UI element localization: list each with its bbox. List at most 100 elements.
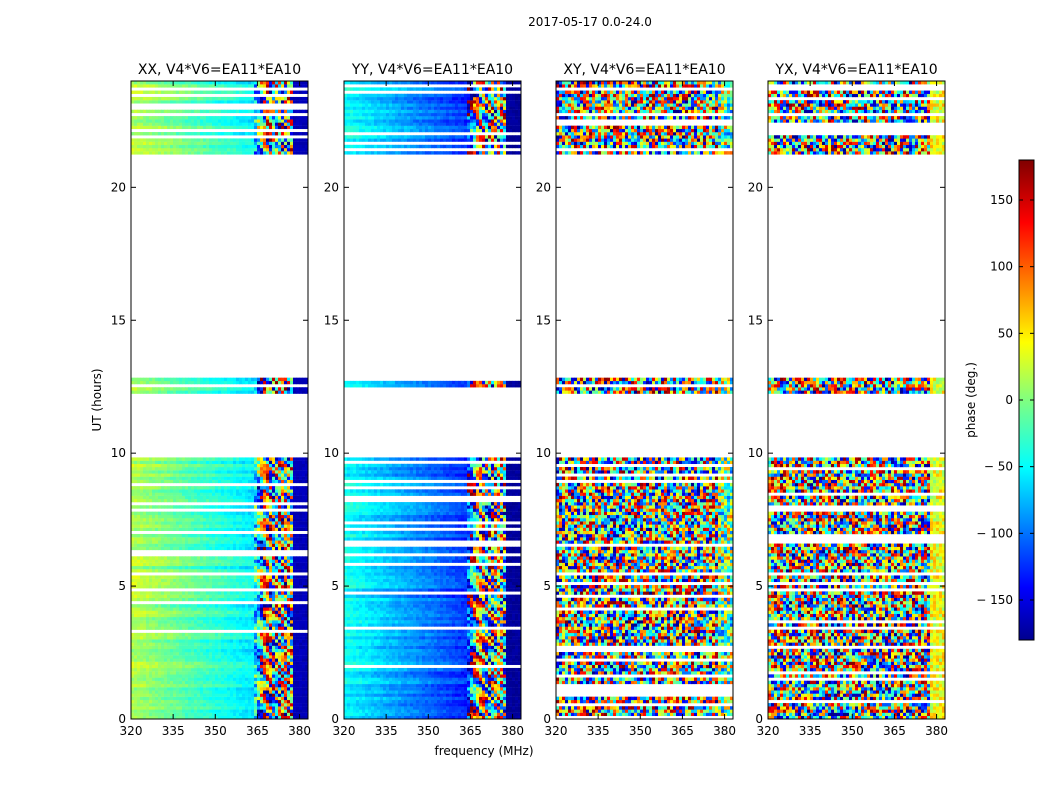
heatmap-cell — [287, 546, 291, 551]
heatmap-cell — [176, 470, 180, 474]
heatmap-cell — [152, 613, 156, 618]
heatmap-cell — [143, 495, 147, 500]
heatmap-cell — [239, 683, 243, 688]
heatmap-cell — [143, 709, 147, 713]
heatmap-cell — [233, 703, 237, 707]
heatmap-cell — [290, 706, 294, 710]
heatmap-cell — [194, 518, 198, 522]
heatmap-cell — [254, 518, 258, 522]
heatmap-cell — [146, 505, 150, 509]
heatmap-cell — [179, 664, 183, 669]
heatmap-cell — [209, 527, 213, 531]
heatmap-cell — [260, 626, 264, 630]
heatmap-cell — [266, 578, 270, 583]
heatmap-cell — [221, 556, 225, 560]
heatmap-cell — [218, 511, 222, 516]
heatmap-cell — [173, 498, 177, 503]
heatmap-cell — [302, 125, 306, 130]
heatmap-cell — [305, 706, 309, 710]
heatmap-cell — [305, 537, 309, 541]
heatmap-cell — [296, 632, 300, 637]
heatmap-cell — [257, 377, 261, 382]
heatmap-cell — [290, 466, 294, 471]
heatmap-cell — [254, 521, 258, 525]
heatmap-cell — [266, 632, 270, 637]
heatmap-cell — [176, 655, 180, 659]
heatmap-cell — [134, 524, 138, 528]
heatmap-cell — [230, 119, 234, 123]
heatmap-cell — [215, 585, 219, 589]
heatmap-cell — [185, 527, 189, 531]
heatmap-cell — [302, 642, 306, 646]
heatmap-cell — [170, 706, 174, 710]
heatmap-cell — [299, 479, 303, 484]
heatmap-cell — [254, 712, 258, 717]
heatmap-cell — [167, 687, 171, 691]
heatmap-cell — [164, 667, 168, 672]
heatmap-cell — [224, 639, 228, 643]
heatmap-cell — [149, 671, 153, 675]
heatmap-cell — [149, 511, 153, 516]
heatmap-cell — [146, 661, 150, 665]
heatmap-cell — [212, 597, 216, 602]
heatmap-cell — [233, 639, 237, 643]
heatmap-cell — [200, 562, 204, 567]
heatmap-cell — [188, 527, 192, 531]
heatmap-cell — [158, 514, 162, 519]
heatmap-cell — [194, 680, 198, 685]
heatmap-cell — [305, 533, 309, 538]
heatmap-cell — [224, 661, 228, 665]
heatmap-cell — [281, 540, 285, 544]
heatmap-cell — [230, 578, 234, 583]
heatmap-cell — [191, 463, 195, 468]
heatmap-cell — [299, 144, 303, 149]
heatmap-cell — [236, 460, 240, 464]
heatmap-cell — [233, 569, 237, 573]
heatmap-cell — [209, 390, 213, 394]
heatmap-cell — [134, 715, 138, 720]
heatmap-cell — [140, 546, 144, 551]
heatmap-cell — [158, 524, 162, 528]
heatmap-cell — [227, 658, 231, 662]
heatmap-cell — [299, 661, 303, 665]
heatmap-cell — [290, 521, 294, 525]
heatmap-cell — [239, 546, 243, 551]
heatmap-cell — [206, 125, 210, 130]
heatmap-cell — [233, 591, 237, 595]
heatmap-cell — [278, 533, 282, 538]
heatmap-cell — [263, 591, 267, 595]
heatmap-cell — [197, 147, 201, 152]
heatmap-cell — [176, 585, 180, 589]
heatmap-cell — [239, 680, 243, 685]
heatmap-cell — [218, 578, 222, 583]
heatmap-cell — [164, 390, 168, 394]
heatmap-cell — [212, 687, 216, 691]
heatmap-cell — [188, 620, 192, 624]
heatmap-cell — [158, 141, 162, 145]
heatmap-cell — [164, 687, 168, 691]
heatmap-cell — [146, 636, 150, 640]
heatmap-cell — [134, 479, 138, 484]
heatmap-cell — [239, 626, 243, 630]
heatmap-cell — [254, 489, 258, 493]
heatmap-cell — [263, 652, 267, 656]
heatmap-cell — [236, 607, 240, 611]
heatmap-cell — [140, 524, 144, 528]
heatmap-cell — [239, 511, 243, 516]
heatmap-cell — [212, 479, 216, 484]
heatmap-cell — [290, 632, 294, 637]
heatmap-cell — [194, 562, 198, 567]
heatmap-cell — [179, 486, 183, 490]
heatmap-cell — [188, 610, 192, 614]
heatmap-cell — [161, 569, 165, 573]
heatmap-cell — [293, 683, 297, 688]
heatmap-cell — [275, 661, 279, 665]
heatmap-cell — [251, 607, 255, 611]
heatmap-cell — [137, 457, 141, 461]
heatmap-cell — [209, 540, 213, 544]
heatmap-cell — [212, 610, 216, 614]
heatmap-cell — [224, 132, 228, 136]
heatmap-cell — [182, 683, 186, 688]
heatmap-cell — [305, 655, 309, 659]
